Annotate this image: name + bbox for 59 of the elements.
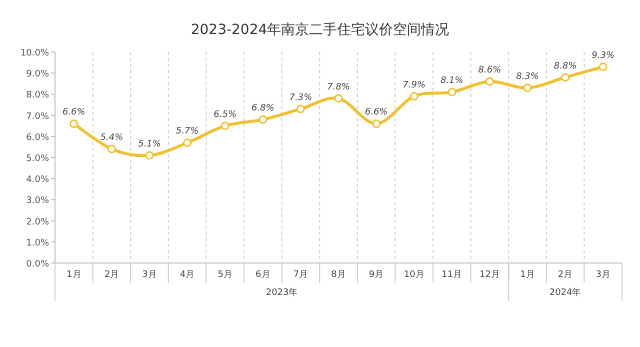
x-tick-label: 9月 (368, 270, 384, 280)
x-tick-label: 11月 (442, 270, 462, 280)
data-label: 8.6% (478, 66, 502, 76)
point (258, 115, 268, 124)
chart-title: 2023-2024年南京二手住宅议价空间情况 (190, 22, 450, 38)
x-tick-label: 6月 (256, 270, 270, 280)
data-label: 5.7% (176, 126, 199, 137)
text: 2024年 (549, 287, 582, 298)
x-tick-label: 1月 (66, 270, 82, 280)
y-tick-label: 8.0% (26, 90, 50, 101)
text: 2023年 (266, 287, 298, 298)
data-label: 5.4% (100, 133, 124, 144)
x-tick-label: 1月 (520, 270, 535, 280)
data-label: 9.3% (592, 50, 615, 61)
data-label: 6.6% (364, 108, 388, 118)
x-tick-label: 2月 (104, 270, 120, 280)
data-label: 5.1% (138, 139, 161, 150)
point (220, 122, 230, 130)
y-tick-label: 4.0% (26, 175, 50, 186)
point (448, 88, 456, 96)
point (334, 94, 343, 103)
y-tick-label: 3.0% (26, 196, 50, 206)
data-label: 6.8% (251, 104, 274, 114)
x-tick-label: 5月 (218, 270, 232, 280)
point (107, 144, 116, 154)
data-label: 8.1% (440, 76, 464, 86)
y-tick-label: 2.0% (26, 217, 50, 228)
point (70, 119, 78, 128)
point (296, 104, 305, 114)
data-label: 8.3% (516, 72, 539, 82)
y-tick-label: 5.0% (26, 154, 50, 164)
data-label: 6.6% (62, 108, 86, 118)
y-tick-label: 7.0% (26, 112, 50, 122)
x-tick-label: 12月 (479, 270, 500, 280)
data-label: 7.3% (289, 92, 312, 103)
y-tick-label: 6.0% (26, 132, 50, 143)
y-tick-label: 10.0% (20, 48, 50, 58)
y-tick-label: 9.0% (26, 70, 50, 80)
y-tick-label: 0.0% (26, 260, 50, 270)
data-label: 7.8% (327, 82, 350, 92)
data-label: 7.9% (402, 80, 426, 90)
x-tick-label: 3月 (596, 270, 610, 280)
y-tick-label: 1.0% (26, 238, 50, 248)
point (523, 84, 532, 92)
point (372, 119, 381, 128)
point (561, 73, 570, 82)
point (485, 77, 494, 86)
x-tick-label: 2月 (558, 270, 573, 280)
x-tick-label: 10月 (404, 270, 424, 280)
x-tick-label: 7月 (293, 270, 308, 280)
data-label: 6.5% (214, 110, 237, 120)
point (145, 151, 154, 160)
data-label: 8.8% (554, 61, 577, 72)
x-tick-label: 8月 (331, 270, 346, 280)
x-tick-label: 4月 (180, 270, 195, 280)
point (183, 138, 192, 147)
x-tick-label: 3月 (142, 270, 157, 280)
point (598, 62, 608, 72)
point (410, 92, 418, 101)
